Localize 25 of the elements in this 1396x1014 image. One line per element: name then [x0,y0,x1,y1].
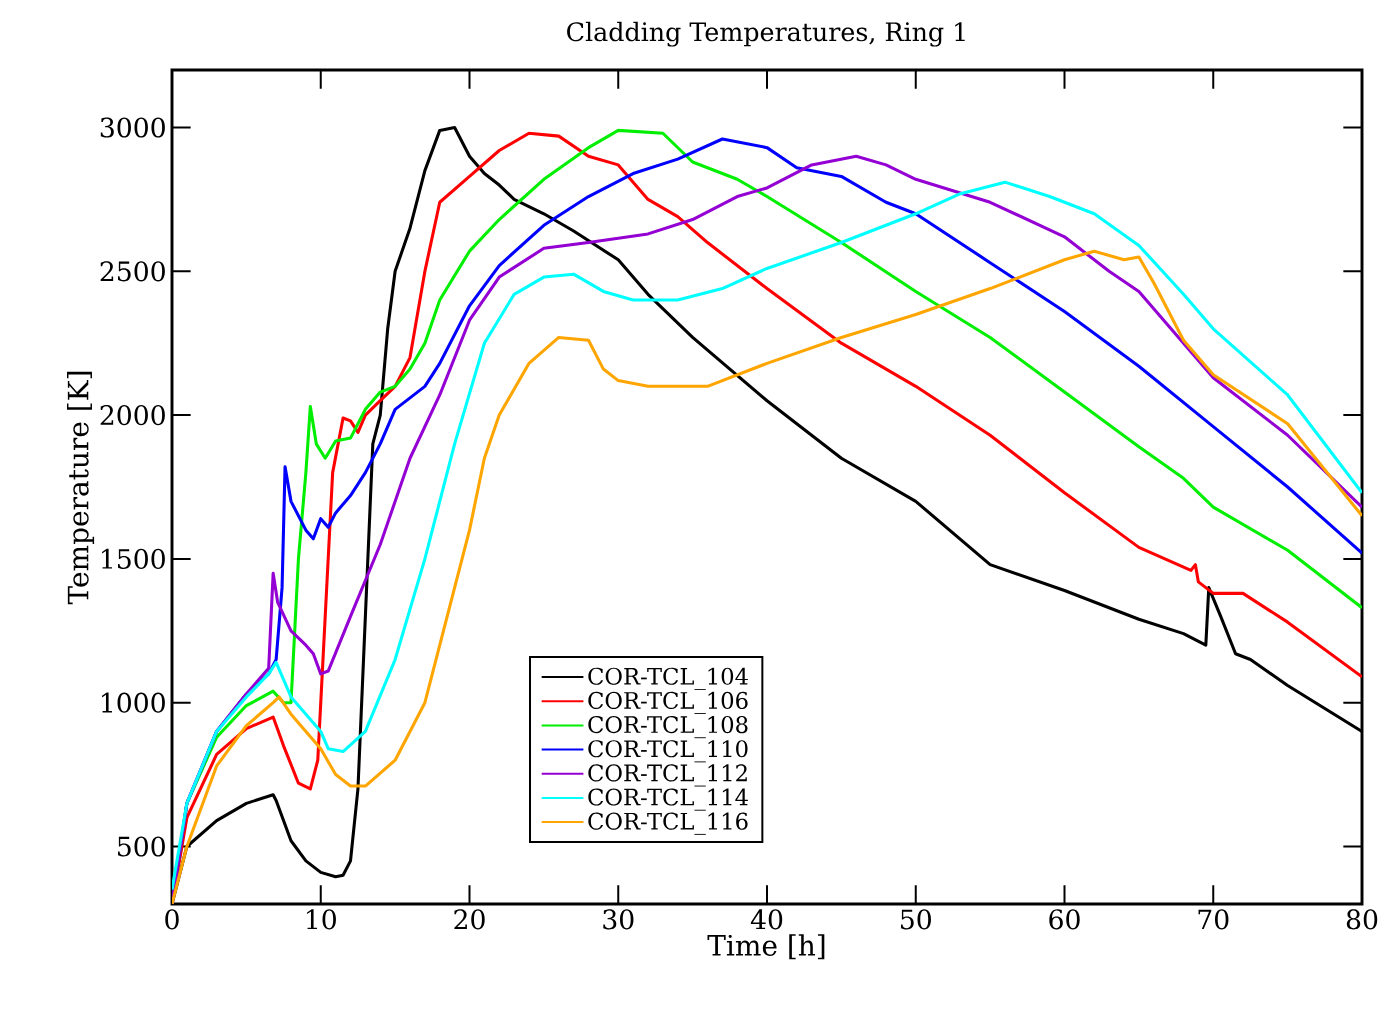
x-tick-label: 30 [603,909,634,930]
y-tick-label: 2000 [100,405,165,426]
y-tick-label: 1000 [102,692,165,713]
x-tick-label: 20 [454,909,485,930]
x-tick-label: 0 [165,909,179,930]
x-tick-label: 50 [901,909,931,930]
y-tick-label: 500 [118,836,165,857]
legend-label: COR-TCL_106 [588,691,748,715]
legend-label: COR-TCL_110 [588,740,748,763]
x-tick-label: 70 [1198,909,1229,930]
y-axis-title: Temperature [K] [67,371,95,605]
chart-title: Cladding Temperatures, Ring 1 [567,21,965,47]
y-tick-label: 2500 [100,261,165,282]
x-tick-label: 40 [750,909,783,930]
legend-label: COR-TCL_114 [588,788,748,811]
legend-label: COR-TCL_108 [588,715,748,739]
x-tick-label: 80 [1346,909,1378,930]
y-tick-label: 1500 [102,548,165,569]
x-axis-title: Time [h] [707,934,825,960]
y-tick-label: 3000 [100,117,165,138]
x-tick-label: 60 [1049,909,1080,930]
x-tick-label: 10 [307,909,336,930]
legend-label: COR-TCL_104 [588,667,748,690]
legend-label: COR-TCL_116 [588,812,748,835]
legend-label: COR-TCL_112 [588,764,747,787]
